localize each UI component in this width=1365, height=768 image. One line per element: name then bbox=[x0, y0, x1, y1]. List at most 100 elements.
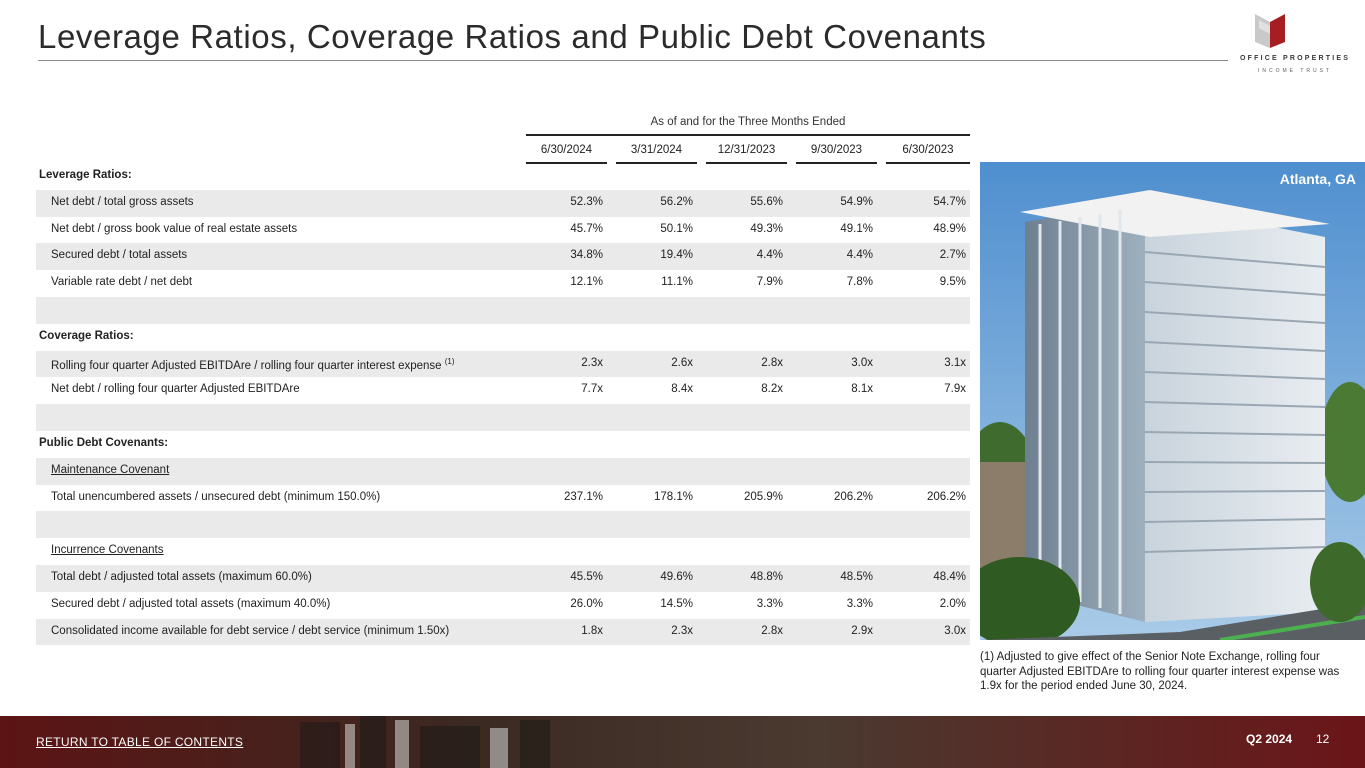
table-row: Net debt / rolling four quarter Adjusted… bbox=[36, 377, 970, 404]
period-header: As of and for the Three Months Ended bbox=[650, 116, 846, 128]
cell-value: 7.9x bbox=[944, 383, 966, 396]
cell-value: 2.3x bbox=[581, 356, 603, 369]
cell-value: 1.8x bbox=[581, 624, 603, 637]
table-row: Secured debt / adjusted total assets (ma… bbox=[36, 592, 970, 619]
table-row: Net debt / gross book value of real esta… bbox=[36, 217, 970, 244]
row-label: Rolling four quarter Adjusted EBITDAre /… bbox=[51, 356, 455, 372]
cell-value: 48.4% bbox=[933, 570, 966, 583]
cell-value: 49.3% bbox=[750, 222, 783, 235]
cell-value: 2.7% bbox=[939, 249, 966, 262]
footer-quarter: Q2 2024 bbox=[1246, 732, 1293, 746]
subsection-heading: Maintenance Covenant bbox=[51, 463, 170, 476]
cell-value: 9.5% bbox=[939, 276, 966, 289]
cell-value: 49.6% bbox=[660, 570, 693, 583]
row-label: Total unencumbered assets / unsecured de… bbox=[51, 490, 381, 503]
row-label: Variable rate debt / net debt bbox=[51, 276, 193, 289]
row-label: Secured debt / adjusted total assets (ma… bbox=[51, 597, 331, 610]
cell-value: 12.1% bbox=[570, 276, 603, 289]
cell-value: 11.1% bbox=[661, 276, 693, 289]
table-row: Leverage Ratios: bbox=[36, 163, 970, 190]
column-header: 6/30/2024 bbox=[540, 144, 593, 156]
row-label: Consolidated income available for debt s… bbox=[51, 624, 450, 637]
column-header-rule bbox=[616, 162, 697, 164]
cell-value: 55.6% bbox=[750, 195, 783, 208]
table-row: Secured debt / total assets 34.8% 19.4% … bbox=[36, 243, 970, 271]
row-label: Secured debt / total assets bbox=[51, 249, 188, 262]
table-row: Public Debt Covenants: bbox=[36, 431, 970, 458]
page-title: Leverage Ratios, Coverage Ratios and Pub… bbox=[38, 18, 987, 55]
table-row: Maintenance Covenant bbox=[36, 457, 970, 485]
cell-value: 2.6x bbox=[671, 356, 693, 369]
column-header: 9/30/2023 bbox=[810, 144, 863, 156]
footnote-text: (1) Adjusted to give effect of the Senio… bbox=[980, 651, 1340, 692]
cell-value: 4.4% bbox=[846, 249, 873, 262]
row-label: Net debt / total gross assets bbox=[51, 195, 194, 208]
subsection-heading: Incurrence Covenants bbox=[51, 544, 164, 557]
column-header: 12/31/2023 bbox=[717, 144, 776, 156]
cell-value: 7.9% bbox=[756, 276, 783, 289]
ratios-table: Leverage Ratios: Net debt / total gross … bbox=[36, 163, 970, 646]
cell-value: 237.1% bbox=[563, 490, 603, 503]
section-heading: Leverage Ratios: bbox=[39, 169, 132, 181]
cell-value: 52.3% bbox=[570, 195, 603, 208]
footer-background-image bbox=[0, 716, 1365, 768]
cell-value: 54.7% bbox=[933, 195, 966, 208]
column-header-rule bbox=[886, 162, 970, 164]
cell-value: 14.5% bbox=[660, 597, 693, 610]
cell-value: 3.3% bbox=[756, 597, 783, 610]
building-photo: Atlanta, GA bbox=[980, 162, 1365, 640]
cell-value: 3.1x bbox=[944, 356, 966, 369]
cell-value: 2.8x bbox=[761, 624, 783, 637]
row-label: Total debt / adjusted total assets (maxi… bbox=[51, 570, 312, 583]
cell-value: 7.8% bbox=[846, 276, 873, 289]
logo-name: OFFICE PROPERTIES bbox=[1240, 55, 1351, 62]
cell-value: 45.7% bbox=[570, 222, 603, 235]
cell-value: 8.2x bbox=[761, 383, 783, 396]
spacer-row bbox=[36, 296, 970, 324]
cell-value: 206.2% bbox=[833, 490, 873, 503]
cell-value: 56.2% bbox=[660, 195, 693, 208]
title-divider bbox=[38, 60, 1228, 61]
table-row: Net debt / total gross assets 52.3% 56.2… bbox=[36, 189, 970, 217]
cell-value: 48.5% bbox=[840, 570, 873, 583]
cell-value: 50.1% bbox=[660, 222, 693, 235]
cell-value: 34.8% bbox=[570, 249, 603, 262]
cell-value: 45.5% bbox=[570, 570, 603, 583]
spacer-row bbox=[36, 404, 970, 431]
table-row: Total unencumbered assets / unsecured de… bbox=[36, 485, 970, 512]
spacer-row bbox=[36, 511, 970, 539]
cell-value: 3.0x bbox=[944, 624, 966, 637]
return-to-contents-link[interactable]: RETURN TO TABLE OF CONTENTS bbox=[36, 735, 244, 749]
row-label: Net debt / gross book value of real esta… bbox=[51, 222, 298, 235]
table-row: Consolidated income available for debt s… bbox=[36, 618, 970, 646]
cell-value: 49.1% bbox=[840, 222, 873, 235]
column-header: 3/31/2024 bbox=[630, 144, 683, 156]
table-row: Total debt / adjusted total assets (maxi… bbox=[36, 564, 970, 592]
column-header-rule bbox=[526, 162, 607, 164]
cell-value: 206.2% bbox=[926, 490, 966, 503]
table-row: Variable rate debt / net debt 12.1% 11.1… bbox=[36, 270, 970, 297]
section-heading: Public Debt Covenants: bbox=[39, 436, 169, 449]
column-header: 6/30/2023 bbox=[902, 144, 954, 156]
cell-value: 2.8x bbox=[761, 356, 783, 369]
cell-value: 2.3x bbox=[671, 624, 693, 637]
column-header-rule bbox=[706, 162, 787, 164]
footer-band bbox=[0, 716, 1365, 768]
cell-value: 54.9% bbox=[840, 195, 873, 208]
table-row: Incurrence Covenants bbox=[36, 538, 970, 565]
footnote-ref: (1) bbox=[444, 356, 455, 366]
cell-value: 2.9x bbox=[851, 624, 873, 637]
cell-value: 178.1% bbox=[653, 490, 693, 503]
cell-value: 48.9% bbox=[933, 222, 966, 235]
table-row: Rolling four quarter Adjusted EBITDAre /… bbox=[36, 350, 970, 378]
cell-value: 8.1x bbox=[851, 383, 873, 396]
cell-value: 26.0% bbox=[570, 597, 603, 610]
cell-value: 3.0x bbox=[851, 356, 873, 369]
cell-value: 8.4x bbox=[671, 383, 693, 396]
cell-value: 19.4% bbox=[660, 249, 693, 262]
page-number: 12 bbox=[1316, 732, 1330, 746]
cell-value: 205.9% bbox=[743, 490, 783, 503]
section-heading: Coverage Ratios: bbox=[39, 329, 134, 342]
logo-subname: INCOME TRUST bbox=[1258, 68, 1332, 74]
table-row: Coverage Ratios: bbox=[36, 324, 970, 351]
